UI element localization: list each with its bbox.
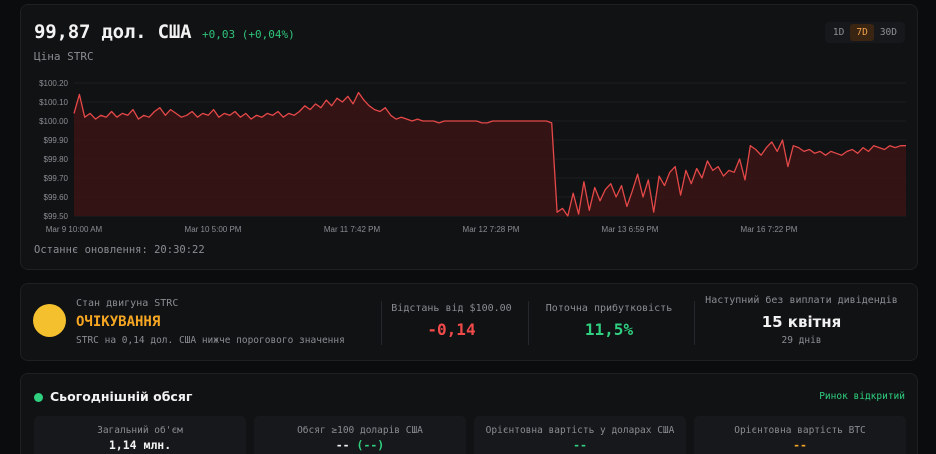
next-ex-dividend-date: 15 квітня	[761, 313, 842, 331]
y-tick-label: $99.60	[44, 193, 69, 202]
y-tick-label: $100.10	[39, 98, 68, 107]
x-tick-label: Mar 10 5:00 PM	[185, 225, 242, 234]
engine-status-card: Стан двигуна STRC ОЧІКУВАННЯ STRC на 0,1…	[20, 283, 918, 361]
x-tick-label: Mar 12 7:28 PM	[463, 225, 520, 234]
total-volume-label: Загальний об'єм	[97, 425, 183, 436]
yield-metric: Поточна прибутковість 11,5%	[529, 284, 689, 362]
y-tick-label: $99.90	[44, 136, 69, 145]
price-subtitle: Ціна STRC	[34, 50, 94, 63]
distance-value: -0,14	[427, 320, 476, 339]
total-volume-value: 1,14 млн.	[108, 438, 172, 452]
btc-value-box: Орієнтовна вартість BTC --	[694, 416, 906, 454]
engine-label: Стан двигуна STRC	[76, 298, 179, 309]
distance-metric: Відстань від $100.00 -0,14	[389, 284, 514, 362]
timeframe-selector: 1D 7D 30D	[824, 22, 905, 43]
price-change: +0,03 (+0,04%)	[202, 28, 295, 41]
btc-value-label: Орієнтовна вартість BTC	[734, 425, 866, 436]
yield-label: Поточна прибутковість	[545, 303, 673, 314]
next-ex-dividend-days: 29 днів	[781, 335, 822, 346]
x-tick-label: Mar 13 6:59 PM	[602, 225, 659, 234]
price-card: 99,87 дол. США +0,03 (+0,04%) Ціна STRC …	[20, 4, 918, 270]
y-tick-label: $99.80	[44, 155, 69, 164]
divider	[694, 301, 695, 345]
usd-value-box: Орієнтовна вартість у доларах США --	[474, 416, 686, 454]
timeframe-1d-button[interactable]: 1D	[832, 27, 845, 38]
price-line	[73, 91, 906, 217]
divider	[381, 301, 382, 345]
next-ex-dividend-metric: Наступний без виплати дивідендів 15 квіт…	[699, 284, 904, 362]
total-volume-box: Загальний об'єм 1,14 млн.	[34, 416, 246, 454]
market-status: Ринок відкритий	[819, 391, 905, 402]
timeframe-7d-button[interactable]: 7D	[850, 24, 874, 41]
status-indicator-icon	[33, 304, 66, 337]
x-tick-label: Mar 16 7:22 PM	[741, 225, 798, 234]
volume-title: Сьогоднішній обсяг	[50, 389, 193, 404]
engine-description: STRC на 0,14 дол. США нижче порогового з…	[76, 335, 345, 346]
x-tick-label: Mar 11 7:42 PM	[324, 225, 381, 234]
volume-over-100-value: -- (--)	[335, 438, 385, 452]
volume-over-100-label: Обсяг ≥100 доларів США	[297, 425, 423, 436]
usd-value-label: Орієнтовна вартість у доларах США	[485, 425, 675, 436]
yield-value: 11,5%	[584, 320, 634, 339]
y-tick-label: $100.00	[39, 117, 68, 126]
y-tick-label: $100.20	[39, 79, 68, 88]
next-ex-dividend-label: Наступний без виплати дивідендів	[705, 295, 898, 306]
volume-card: Сьогоднішній обсяг Ринок відкритий Загал…	[20, 373, 918, 454]
current-price: 99,87 дол. США	[34, 21, 192, 43]
engine-state: ОЧІКУВАННЯ	[76, 314, 161, 330]
y-tick-label: $99.50	[44, 212, 69, 221]
timeframe-30d-button[interactable]: 30D	[879, 27, 897, 38]
distance-label: Відстань від $100.00	[391, 303, 512, 314]
usd-value-value: --	[573, 438, 587, 452]
divider	[528, 301, 529, 345]
x-tick-label: Mar 9 10:00 AM	[46, 225, 103, 234]
btc-value-value: --	[793, 438, 807, 452]
price-area-fill	[74, 92, 906, 216]
price-chart[interactable]: $100.20 $100.10 $100.00 $99.90 $99.80 $99.70 $…	[21, 75, 917, 237]
volume-over-100-box: Обсяг ≥100 доларів США -- (--)	[254, 416, 466, 454]
last-update: Останнє оновлення: 20:30:22	[34, 244, 205, 256]
y-tick-label: $99.70	[44, 174, 69, 183]
live-dot-icon	[34, 393, 43, 402]
